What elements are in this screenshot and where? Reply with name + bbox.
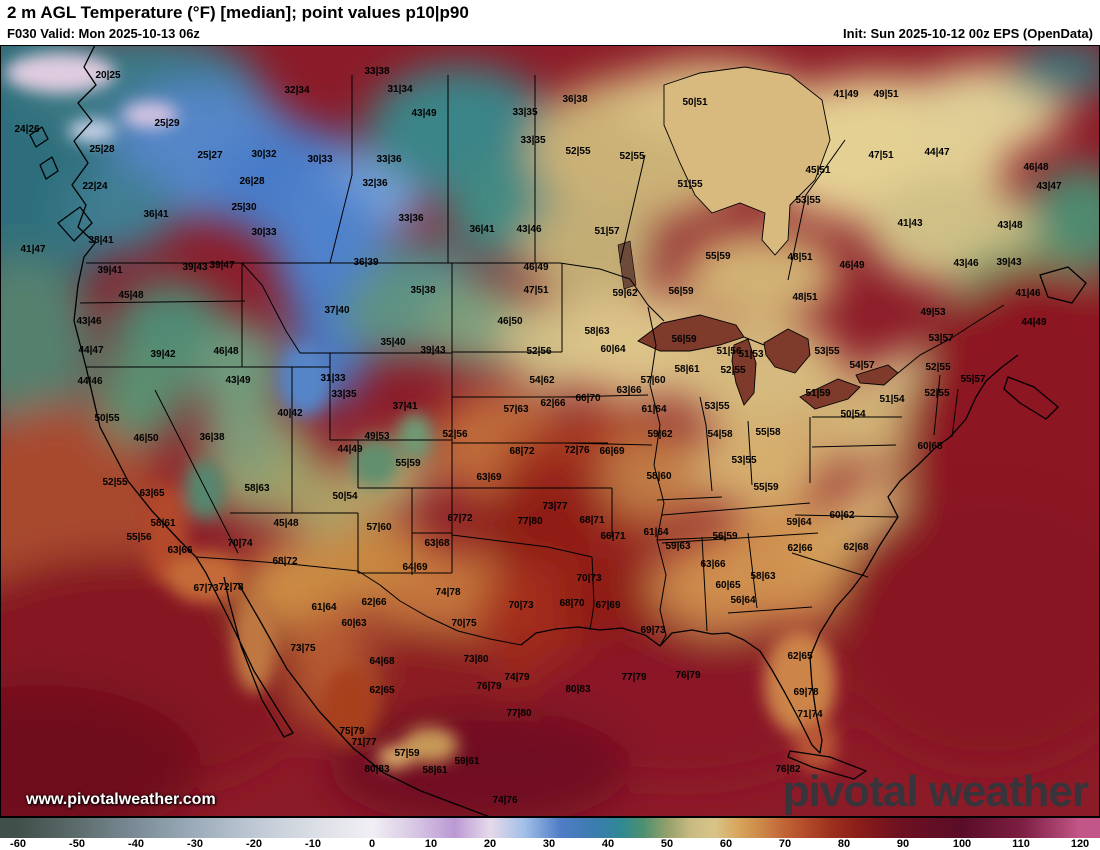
colorbar-gradient [0,817,1100,838]
colorbar-tick-label: -40 [128,838,144,850]
political-borders [79,75,1005,647]
hudson-bay [663,66,831,256]
colorbar-tick-label: 10 [424,838,438,850]
colorbar-tick-label: -30 [187,838,203,850]
colorbar-tick-label: -60 [10,838,26,850]
coastlines [29,45,1087,817]
colorbar-tick-label: 90 [896,838,910,850]
colorbar-tick-label: -50 [69,838,85,850]
colorbar-tick-label: 110 [1012,838,1030,850]
colorbar-tick-label: 30 [542,838,556,850]
temperature-blobs [0,45,1100,817]
map-title: 2 m AGL Temperature (°F) [median]; point… [7,3,469,22]
colorbar: -60 -50 -40 -30 -20 -10 0 10 20 30 40 50 60 70 80 90 100… [0,817,1100,850]
colorbar-tick-label: -20 [246,838,262,850]
colorbar-tick-label: 70 [778,838,792,850]
colorbar-tick-label: 0 [368,838,376,850]
colorbar-tick-label: 50 [660,838,674,850]
valid-time-label: F030 Valid: Mon 2025-10-13 06z [7,26,200,41]
colorbar-tick-label: 100 [952,838,972,850]
colorbar-tick-label: 120 [1070,838,1090,850]
temperature-field-map [0,45,1100,817]
header-meta-row: F030 Valid: Mon 2025-10-13 06z Init: Sun… [7,26,1093,41]
colorbar-tick-label: 40 [601,838,615,850]
great-lakes [637,314,899,410]
colorbar-tick-label: 60 [719,838,733,850]
temperature-detail-blobs [5,53,838,771]
map-canvas[interactable]: 20|25 32|34 33|38 31|34 43|49 33|35 36|38 50|51… [0,45,1100,817]
colorbar-tick-label: -10 [305,838,321,850]
colorbar-tick-label: 20 [483,838,497,850]
init-time-label: Init: Sun 2025-10-12 00z EPS (OpenData) [843,26,1093,41]
colorbar-tick-row: -60 -50 -40 -30 -20 -10 0 10 20 30 40 50 60 70 80 90 100… [0,838,1100,850]
colorbar-tick-label: 80 [837,838,851,850]
header: 2 m AGL Temperature (°F) [median]; point… [0,0,1100,45]
